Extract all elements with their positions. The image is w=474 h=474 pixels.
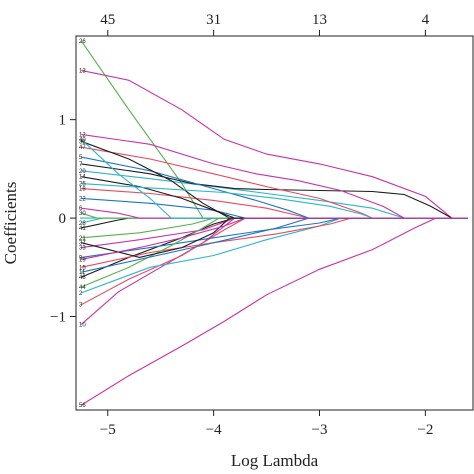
y-tick-label: −1 — [50, 310, 66, 326]
path-label-30: 30 — [79, 211, 86, 217]
path-label-40: 40 — [79, 137, 86, 143]
path-label-20: 20 — [79, 169, 86, 175]
y-tick-label: 1 — [59, 113, 67, 129]
top-tick-label: 31 — [206, 12, 221, 28]
coefficient-path-25 — [81, 183, 468, 219]
path-label-44: 44 — [79, 285, 86, 291]
path-label-26: 26 — [79, 39, 86, 45]
coefficient-path-28 — [81, 217, 468, 224]
coefficient-path-22 — [81, 197, 468, 219]
path-label-19: 19 — [79, 257, 86, 263]
y-axis-title: Coefficients — [1, 182, 20, 265]
path-label-6: 6 — [79, 206, 83, 212]
x-tick-label: −2 — [417, 422, 433, 438]
path-label-22: 22 — [79, 196, 86, 202]
y-axis: −1 0 1 — [50, 113, 76, 326]
path-label-25: 25 — [79, 182, 86, 188]
coefficient-path-56 — [81, 217, 468, 406]
x-axis-title: Log Lambda — [231, 451, 319, 470]
path-label-14: 14 — [79, 175, 86, 181]
path-label-18: 18 — [79, 187, 86, 193]
path-label-2: 2 — [79, 291, 83, 297]
coefficient-path-11 — [81, 217, 468, 273]
top-axis: 45 31 13 4 — [100, 12, 430, 36]
x-tick-label: −3 — [312, 422, 328, 438]
plot-area — [80, 40, 468, 406]
coefficient-path-20 — [81, 170, 468, 219]
path-label-12: 12 — [79, 132, 86, 138]
path-label-28: 28 — [79, 221, 86, 227]
coefficient-path-12 — [81, 133, 468, 219]
coefficient-path-18 — [81, 188, 468, 219]
path-label-13: 13 — [79, 68, 86, 74]
path-label-31: 31 — [79, 139, 86, 145]
coefficient-path-7 — [81, 163, 468, 219]
path-label-3: 3 — [79, 303, 83, 309]
plot-frame — [75, 35, 474, 411]
path-label-5: 5 — [79, 155, 83, 161]
top-tick-label: 4 — [422, 12, 430, 28]
x-tick-label: −4 — [206, 422, 222, 438]
path-label-56: 56 — [79, 403, 86, 409]
path-label-9: 9 — [79, 255, 83, 261]
path-label-21: 21 — [79, 236, 86, 242]
top-tick-label: 45 — [100, 12, 115, 28]
y-tick-label: 0 — [59, 211, 67, 227]
coefficient-path-19 — [81, 217, 468, 260]
path-label-33: 33 — [79, 246, 86, 252]
coefficient-path-30 — [81, 212, 468, 219]
coefficient-path-13 — [81, 69, 468, 219]
top-tick-label: 13 — [312, 12, 327, 28]
x-tick-label: −5 — [100, 422, 116, 438]
coefficient-path-41 — [81, 217, 468, 229]
path-label-48: 48 — [79, 275, 86, 281]
path-label-37: 37 — [79, 241, 86, 247]
coefficient-path-26 — [80, 40, 468, 219]
coefficient-path-47 — [81, 146, 468, 219]
path-label-47: 47 — [79, 145, 86, 151]
path-label-10: 10 — [79, 322, 86, 328]
x-axis: −5 −4 −3 −2 — [100, 410, 433, 438]
path-label-7: 7 — [79, 162, 83, 168]
path-label-15: 15 — [79, 265, 86, 271]
path-label-11: 11 — [79, 270, 86, 276]
path-label-41: 41 — [79, 226, 86, 232]
